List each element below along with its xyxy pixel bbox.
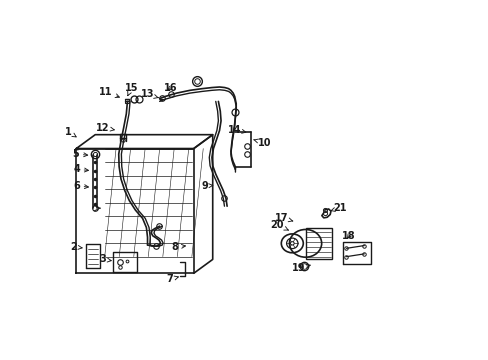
Text: 12: 12 bbox=[96, 123, 114, 133]
Text: 16: 16 bbox=[164, 82, 177, 93]
Text: 9: 9 bbox=[201, 181, 212, 191]
Text: 21: 21 bbox=[330, 203, 346, 213]
Text: 15: 15 bbox=[124, 82, 138, 96]
Text: 18: 18 bbox=[342, 231, 355, 241]
Text: 19: 19 bbox=[291, 263, 310, 273]
Text: 20: 20 bbox=[270, 220, 288, 230]
Bar bbox=[305, 228, 331, 258]
Text: 14: 14 bbox=[227, 125, 245, 135]
Text: 17: 17 bbox=[274, 213, 292, 223]
Text: 8: 8 bbox=[171, 242, 185, 252]
Text: 3: 3 bbox=[99, 255, 111, 264]
Text: 2: 2 bbox=[71, 242, 82, 252]
Text: 5: 5 bbox=[72, 149, 87, 159]
Text: 6: 6 bbox=[73, 181, 88, 191]
Text: 13: 13 bbox=[140, 90, 158, 99]
Text: 1: 1 bbox=[65, 127, 76, 137]
Text: 7: 7 bbox=[166, 274, 178, 284]
Text: 4: 4 bbox=[73, 164, 88, 174]
Text: 10: 10 bbox=[253, 138, 271, 148]
Text: 11: 11 bbox=[99, 87, 119, 98]
